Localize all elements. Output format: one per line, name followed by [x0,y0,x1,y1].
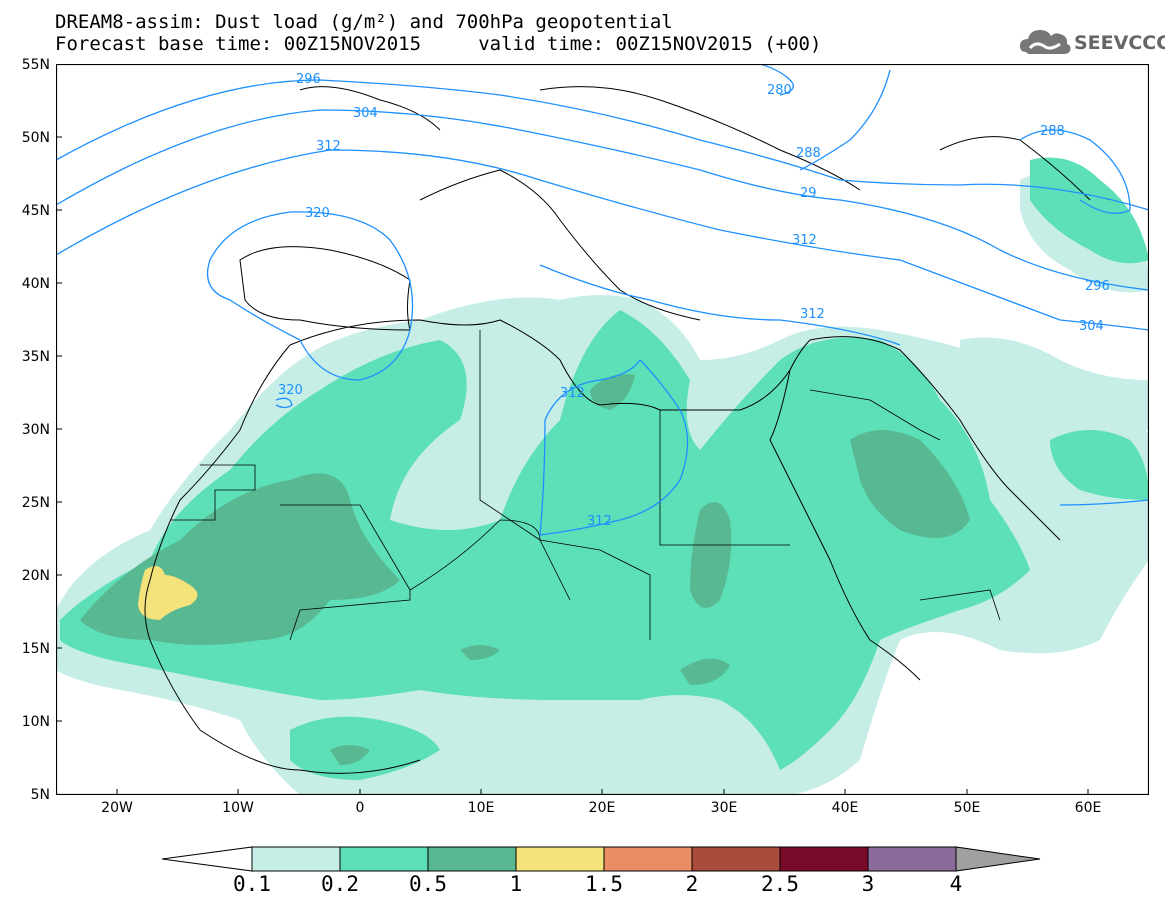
logo-text: SEEVCCC [1074,32,1165,54]
dust-map: 296 280 304 288 312 320 29 312 296 304 2… [56,64,1149,795]
colorbar-segment [515,846,605,872]
colorbar-segment [779,846,869,872]
contour-labels: 296 280 304 288 312 320 29 312 296 304 2… [278,72,1110,529]
colorbar-tick: 1 [509,872,523,896]
lat-label-45n: 45N [21,203,50,219]
dust-layer-0.2 [60,157,1149,780]
colorbar-tick: 0.2 [321,872,359,896]
lon-label-0: 0 [355,800,365,816]
colorbar-segment [691,846,781,872]
map-canvas: 296 280 304 288 312 320 29 312 296 304 2… [56,64,1149,795]
colorbar-segment [867,846,957,872]
colorbar-under-arrow [162,846,253,872]
lon-label-10w: 10W [222,800,254,816]
colorbar-segment [251,846,341,872]
map-title: DREAM8-assim: Dust load (g/m²) and 700hP… [55,11,673,33]
lat-label-30n: 30N [21,422,50,438]
contour-label: 304 [1079,319,1104,334]
contour-label: 296 [1085,279,1110,294]
forecast-time-line: Forecast base time: 00Z15NOV2015 valid t… [55,33,822,55]
contour-label: 296 [296,72,321,87]
lon-label-60e: 60E [1074,800,1102,816]
contour-label: 320 [305,206,330,221]
lat-label-5n: 5N [30,787,50,803]
lat-label-20n: 20N [21,568,50,584]
colorbar-segment [339,846,429,872]
contour-label: 304 [353,106,378,121]
colorbar [162,846,1041,872]
lon-label-20e: 20E [588,800,616,816]
colorbar-tick: 3 [861,872,875,896]
colorbar-tick: 2.5 [761,872,799,896]
geopotential-contours [56,64,1149,536]
contour-label: 280 [767,83,792,98]
contour-label: 29 [800,186,817,201]
contour-label: 312 [587,514,612,529]
dust-layer-1 [138,566,198,620]
lat-label-50n: 50N [21,130,50,146]
lon-label-40e: 40E [831,800,859,816]
lon-label-50e: 50E [953,800,981,816]
colorbar-tick: 4 [949,872,963,896]
axis-ticks [56,136,1089,795]
colorbar-segment [427,846,517,872]
contour-label: 288 [1040,124,1065,139]
lat-label-55n: 55N [21,57,50,73]
lon-label-10e: 10E [467,800,495,816]
lat-label-35n: 35N [21,349,50,365]
lon-label-30e: 30E [710,800,738,816]
cloud-logo-icon [1020,30,1071,54]
country-borders [170,330,1001,641]
seevccc-logo: SEEVCCC [1020,24,1165,60]
colorbar-segment [603,846,693,872]
lat-label-25n: 25N [21,495,50,511]
colorbar-tick: 1.5 [585,872,623,896]
colorbar-tick: 0.5 [409,872,447,896]
contour-label: 312 [792,233,817,248]
contour-label: 320 [278,383,303,398]
contour-label: 312 [560,386,585,401]
colorbar-tick: 0.1 [233,872,271,896]
lat-label-40n: 40N [21,276,50,292]
contour-label: 288 [796,146,821,161]
contour-label: 312 [800,307,825,322]
lon-label-20w: 20W [101,800,133,816]
colorbar-tick: 2 [685,872,699,896]
colorbar-over-arrow [955,846,1041,872]
lat-label-15n: 15N [21,641,50,657]
contour-label: 312 [316,139,341,154]
lat-label-10n: 10N [21,714,50,730]
